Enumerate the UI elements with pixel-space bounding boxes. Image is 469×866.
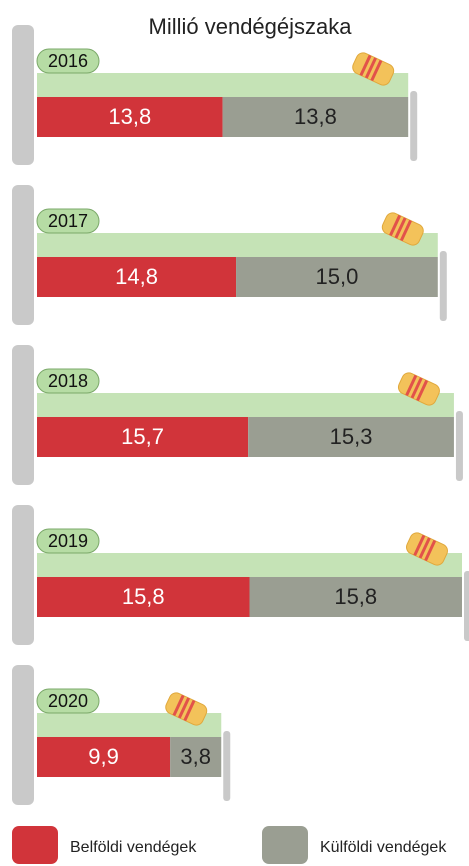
legend-swatch [262,826,308,864]
legend-swatch [12,826,58,864]
footboard [440,251,447,321]
year-label: 2020 [48,691,88,711]
mattress [37,393,454,417]
chart: Millió vendégéjszaka 2016 13,8 13,8 2017 14,… [0,0,469,866]
value-label: 15,3 [330,424,373,449]
headboard [12,345,34,485]
headboard [12,185,34,325]
year-label: 2018 [48,371,88,391]
year-label: 2019 [48,531,88,551]
mattress [37,233,438,257]
page: Millió vendégéjszaka 2016 13,8 13,8 2017 14,… [0,0,469,866]
year-label: 2017 [48,211,88,231]
value-label: 15,7 [121,424,164,449]
mattress [37,553,462,577]
headboard [12,505,34,645]
footboard [410,91,417,161]
value-label: 15,0 [316,264,359,289]
headboard [12,665,34,805]
value-label: 3,8 [180,744,211,769]
headboard [12,25,34,165]
footboard [464,571,469,641]
value-label: 15,8 [334,584,377,609]
value-label: 15,8 [122,584,165,609]
value-label: 13,8 [108,104,151,129]
value-label: 13,8 [294,104,337,129]
legend-label: Belföldi vendégek [70,839,197,856]
year-label: 2016 [48,51,88,71]
mattress [37,73,408,97]
footboard [456,411,463,481]
legend-label: Külföldi vendégek [320,839,447,856]
value-label: 14,8 [115,264,158,289]
chart-title: Millió vendégéjszaka [149,14,353,39]
value-label: 9,9 [88,744,119,769]
footboard [223,731,230,801]
